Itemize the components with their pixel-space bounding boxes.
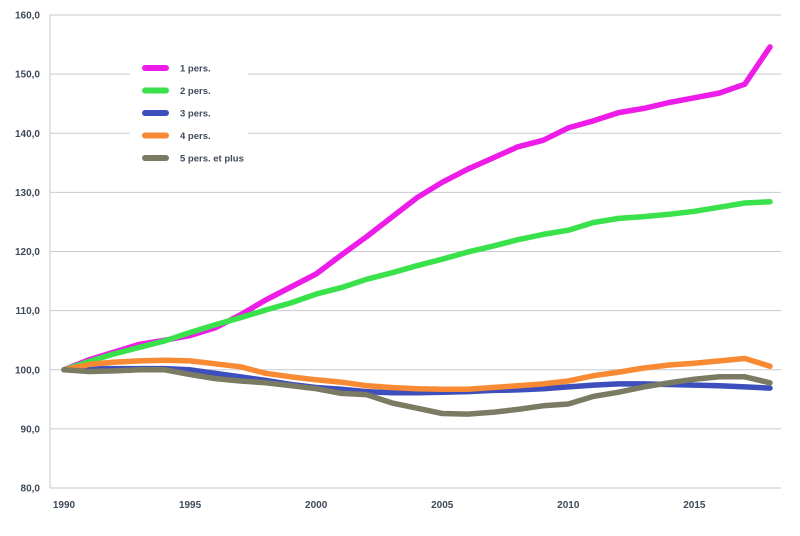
- legend-label: 5 pers. et plus: [180, 154, 244, 165]
- y-tick-label: 110,0: [16, 306, 41, 317]
- x-axis-ticks: 1990 1995 2000 2005 2010 2015: [53, 500, 706, 511]
- legend-label: 1 pers.: [180, 64, 211, 75]
- y-tick-label: 80,0: [21, 484, 41, 495]
- y-tick-label: 120,0: [15, 247, 40, 258]
- x-tick-label: 2015: [683, 500, 706, 511]
- series-line-4: [61, 355, 773, 393]
- legend-label: 4 pers.: [180, 131, 211, 142]
- x-tick-label: 2005: [431, 500, 454, 511]
- x-tick-label: 2000: [305, 500, 328, 511]
- legend: 1 pers. 2 pers. 3 pers. 4 pers. 5 pers. et p…: [130, 58, 248, 174]
- y-axis-ticks: 80,0 90,0 100,0 110,0 120,0 130,0 140,0 150,0 16…: [15, 11, 40, 495]
- legend-label: 3 pers.: [180, 109, 211, 120]
- y-tick-label: 140,0: [15, 129, 40, 140]
- series-line-2: [61, 199, 773, 373]
- y-tick-label: 100,0: [15, 365, 40, 376]
- y-tick-label: 130,0: [15, 188, 40, 199]
- series-lines: [61, 44, 773, 417]
- x-tick-label: 2010: [557, 500, 580, 511]
- y-tick-label: 160,0: [15, 11, 40, 22]
- y-tick-label: 150,0: [15, 70, 40, 81]
- y-tick-label: 90,0: [21, 424, 41, 435]
- x-tick-label: 1990: [53, 500, 76, 511]
- series-line-5: [61, 367, 773, 417]
- x-tick-label: 1995: [179, 500, 202, 511]
- legend-label: 2 pers.: [180, 86, 211, 97]
